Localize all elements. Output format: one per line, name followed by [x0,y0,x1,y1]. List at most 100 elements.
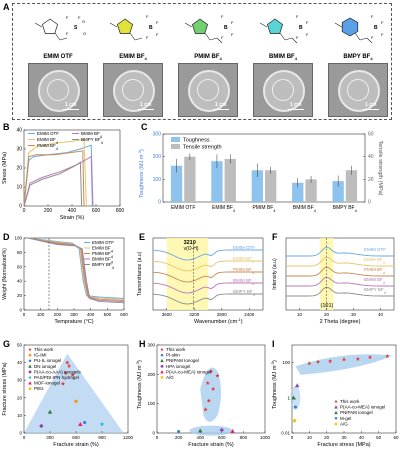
y-tick-label: 0 [19,308,22,313]
y-axis-label: Fracture stress (MPa) [2,362,8,415]
category-label: EMIM OTF [171,205,195,211]
data-point [83,420,87,424]
x-axis-label: Temprature (°C) [54,319,93,325]
series-line [28,237,125,304]
legend-label: PIEs [34,386,44,391]
data-point [70,372,75,377]
y-tick-label: 20 [16,166,22,172]
x-tick-label: 600 [72,435,80,440]
x-tick-label: 40 [359,435,365,440]
y-tick-label: 40 [17,360,23,365]
series-line [28,237,125,301]
peak-index: (101) [321,303,334,309]
panel-label-c: C [141,122,148,132]
y-axis-label: Toughness (MJ m-3) [270,360,278,409]
panel-label-i: I [272,339,275,349]
anion-atom: F [371,14,374,19]
plot-frame [285,237,395,311]
legend-label: A/G [166,375,174,380]
anion-atom: F [306,20,309,25]
x-axis-label: 2 Theta (degree) [320,319,361,325]
y-axis-label: Toughness (MJ m-3) [137,149,146,198]
x-tick-label: 300 [70,312,78,317]
legend-label: M-gel [340,416,351,421]
y-tick-label: 10 [17,413,23,418]
y-axis-label: Transmittance (a.u) [137,251,143,296]
data-point [206,398,211,403]
scale-bar [213,108,229,110]
anion-atom: F [231,20,234,25]
ion-name-label: EMIM OTF [43,54,73,60]
series-line [23,150,85,207]
toughness-bar-chart: 0 100 200 300 0 20 40 60 Toughness (MJ m-3) Tensi… [137,132,384,213]
anion-atom: F [221,14,224,19]
alkyl-bond [279,32,286,41]
y-tick-label: 0 [19,431,22,436]
legend-label: PNIPAM ionogel [340,410,373,415]
anion-atom: F [221,35,224,40]
x-tick-label: 60 [393,435,399,440]
legend-label: PU-IL ionogel [34,358,61,363]
legend-label: Toughness [183,138,210,144]
data-point [293,419,297,423]
anion-atom: F [296,35,299,40]
series-line [28,237,125,299]
legend-marker [28,387,32,390]
comparison-region [290,385,301,410]
data-point [341,357,347,362]
legend-marker [160,358,164,363]
alkyl-bond [216,37,223,44]
seal-emblem [263,70,305,112]
y-tick-label: 100 [147,401,155,406]
data-point [219,427,224,433]
strength-bar [224,158,236,202]
x-tick-label: 20 [324,435,330,440]
y2-tick-label: 40 [368,154,374,160]
panel-e: E 3600 3200 2800 2400 Wavenumber (cm-1) Trans… [135,230,270,335]
x-tick-label: 400 [196,435,204,440]
data-point [307,361,312,366]
series-line [23,155,93,207]
series-label: BMPY BF4 [233,289,256,297]
ion-name-label: EMIM BF4 [119,54,147,62]
ion-name-label: BMPY BF4 [343,54,373,62]
film-photo: 1 cm [253,63,313,117]
legend-label: EMIM BF4 [37,137,59,145]
imidazolium-ring-icon [191,18,209,34]
panel-i: I 0 10 20 30 40 50 60 0.01 1 100 Fracture stress (… [270,337,400,457]
data-point [295,383,300,388]
legend-label: P(AA-co-MEA) ionogel [340,405,385,410]
y-tick-label: 30 [17,378,23,383]
y-tick-label: 0 [158,200,161,206]
x-tick-label: 30 [341,435,347,440]
spectrum-line [152,293,263,305]
legend-marker [28,364,32,368]
strength-bar [265,170,277,202]
anion-symbol: S [74,25,78,31]
x-tick-label: 10 [307,435,313,440]
x-tick-label: 200 [175,435,183,440]
data-point [66,363,72,368]
methyl-bond [109,22,118,28]
scale-bar [138,108,154,110]
legend-marker [160,353,164,357]
ion-name-label: PMIM BF4 [194,54,222,62]
x-tick-label: 800 [240,435,248,440]
x-tick-label: 0 [23,312,26,317]
plot-frame [162,133,366,203]
x-tick-label: 400 [68,208,77,214]
legend-label: Tensile strength [183,145,222,151]
stress-strain-comparison-chart: 0 300 600 900 1200 0 10 20 30 40 50 Fracture strain… [2,343,134,449]
y2-tick-label: 60 [368,132,374,138]
toughness-bar [211,161,223,202]
pattern-line [286,246,394,257]
alkyl-bond [209,37,218,41]
seal-inner-ring [122,79,144,101]
y-tick-label: 20 [17,293,23,298]
strength-bar [345,170,358,202]
x-axis-label: Fracture strain (%) [188,442,234,448]
x-tick-label: 400 [87,312,95,317]
panel-d: D 0 100 200 300 400 500 600 0 20 40 60 80 100 Temprat… [0,230,135,335]
legend-marker [28,370,32,374]
seal-inner-ring [272,79,294,101]
